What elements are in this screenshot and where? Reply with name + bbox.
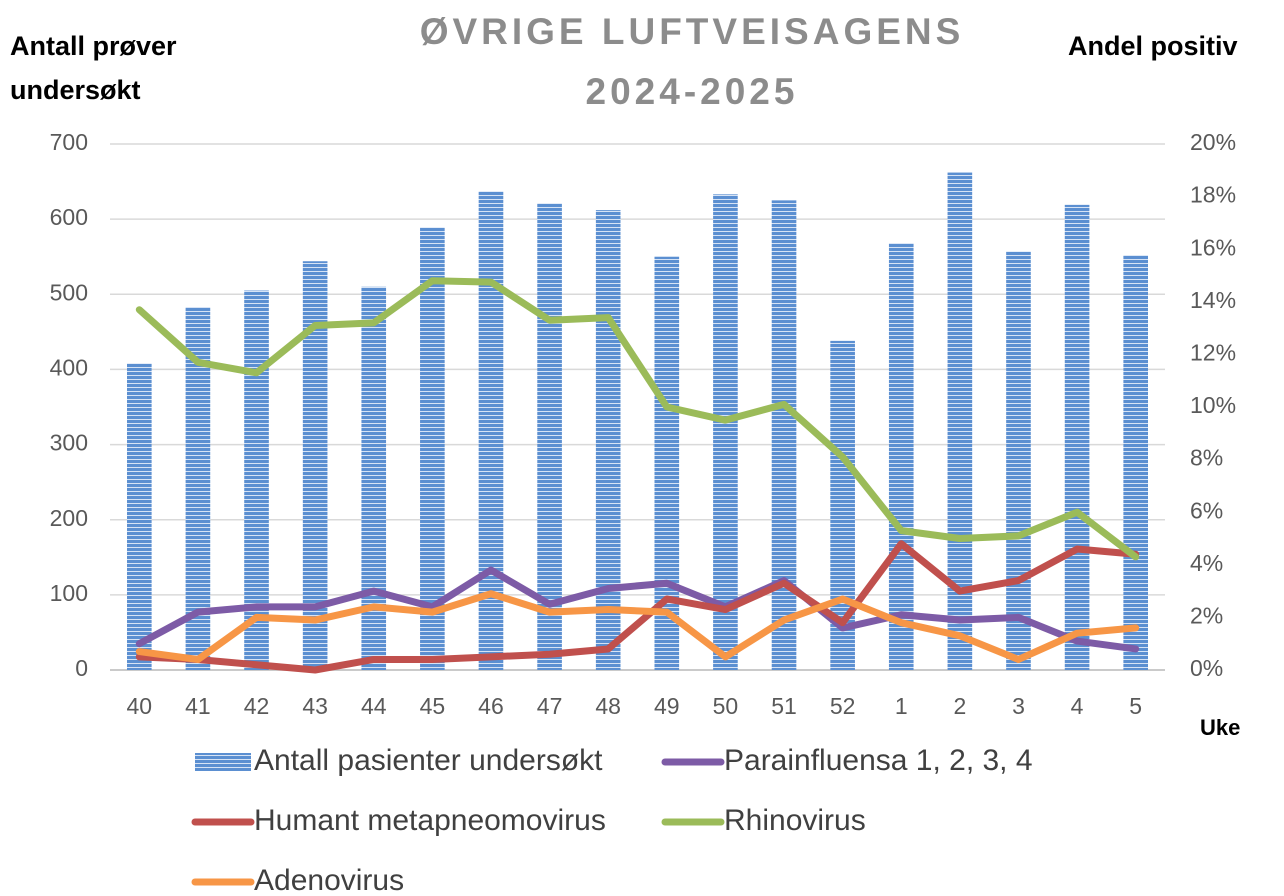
y-tick-label: 0 — [75, 655, 88, 681]
x-tick-label: 3 — [1012, 693, 1025, 719]
x-tick-label: 48 — [595, 693, 621, 719]
y-tick-label: 100 — [50, 580, 88, 606]
legend-swatch — [195, 753, 251, 771]
y-tick-label: 200 — [50, 505, 88, 531]
bar — [537, 203, 562, 670]
x-tick-label: 2 — [953, 693, 966, 719]
bar — [595, 210, 621, 670]
legend-label: Antall pasienter undersøkt — [254, 744, 603, 777]
y2-tick-label: 14% — [1190, 287, 1236, 313]
y2-tick-label: 12% — [1190, 339, 1236, 365]
x-axis-title: Uke — [1200, 715, 1240, 740]
y-tick-label: 600 — [50, 204, 88, 230]
x-tick-label: 47 — [537, 693, 563, 719]
bar — [713, 194, 738, 671]
bar — [361, 286, 387, 670]
bar — [1064, 204, 1090, 670]
bar — [888, 243, 914, 670]
x-tick-label: 44 — [361, 693, 387, 719]
bar — [1006, 251, 1031, 670]
x-tick-label: 52 — [830, 693, 856, 719]
x-tick-label: 4 — [1071, 693, 1084, 719]
bar — [478, 191, 504, 670]
y2-tick-label: 2% — [1190, 602, 1223, 628]
bar — [126, 363, 152, 670]
legend-label: Adenovirus — [254, 864, 404, 896]
x-tick-label: 42 — [244, 693, 270, 719]
y-tick-label: 400 — [50, 355, 88, 381]
chart-title: ØVRIGE LUFTVEISAGENS — [420, 11, 965, 52]
legend-label: Humant metapneomovirus — [254, 804, 606, 837]
x-tick-label: 49 — [654, 693, 680, 719]
bar — [1123, 255, 1149, 670]
x-tick-label: 5 — [1129, 693, 1142, 719]
x-tick-label: 43 — [302, 693, 328, 719]
line — [135, 566, 1140, 653]
y2-tick-label: 0% — [1190, 655, 1223, 681]
y-axis-title: undersøkt — [10, 75, 141, 105]
x-tick-label: 50 — [713, 693, 739, 719]
bar — [771, 200, 797, 670]
x-tick-label: 46 — [478, 693, 504, 719]
x-tick-label: 1 — [895, 693, 908, 719]
y2-tick-label: 16% — [1190, 234, 1236, 260]
y2-tick-label: 8% — [1190, 445, 1223, 471]
y2-tick-label: 18% — [1190, 182, 1236, 208]
line — [135, 277, 1140, 561]
y-tick-label: 700 — [50, 129, 88, 155]
y2-tick-label: 20% — [1190, 129, 1236, 155]
y2-axis-title: Andel positiv — [1068, 31, 1238, 61]
bar — [947, 172, 973, 670]
y2-tick-label: 4% — [1190, 550, 1223, 576]
y-tick-label: 500 — [50, 279, 88, 305]
x-tick-label: 51 — [771, 693, 797, 719]
x-tick-label: 40 — [127, 693, 153, 719]
y2-tick-label: 10% — [1190, 392, 1236, 418]
line — [135, 540, 1140, 674]
y-tick-label: 300 — [50, 430, 88, 456]
line — [135, 590, 1140, 663]
y-axis-title: Antall prøver — [10, 31, 177, 61]
bar — [420, 227, 445, 670]
bar — [244, 290, 269, 670]
legend-label: Parainfluensa 1, 2, 3, 4 — [724, 744, 1033, 777]
x-tick-label: 41 — [185, 693, 211, 719]
y2-tick-label: 6% — [1190, 497, 1223, 523]
x-tick-label: 45 — [420, 693, 446, 719]
chart-title: 2024-2025 — [586, 71, 799, 112]
legend-label: Rhinovirus — [724, 804, 866, 837]
